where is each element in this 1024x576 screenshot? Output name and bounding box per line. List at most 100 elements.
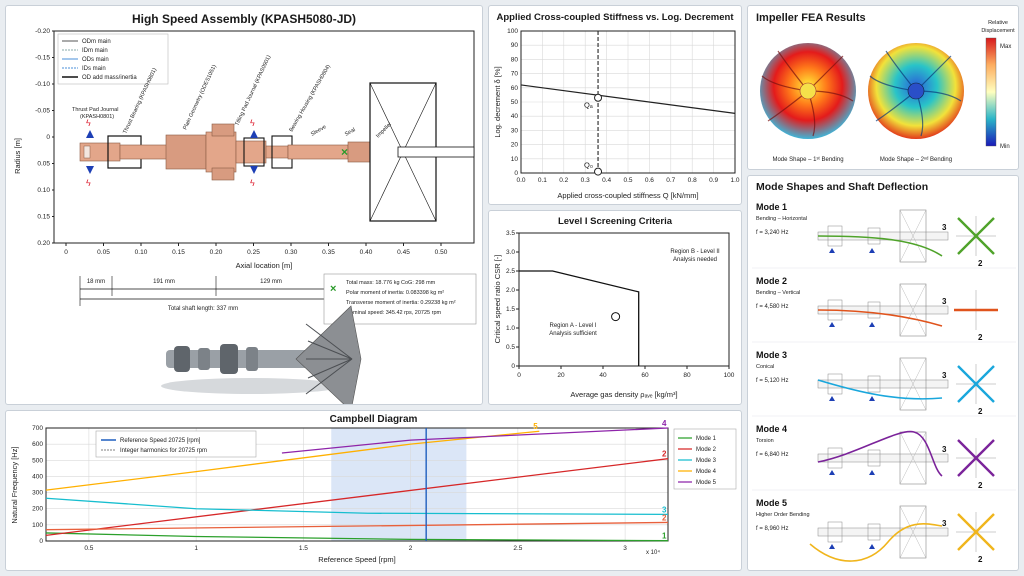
bearing-box: [867, 375, 881, 393]
legend-ref-speed: Reference Speed 20725 [rpm]: [120, 438, 201, 444]
q0-label: Q₀: [584, 161, 593, 170]
axis-2-label: 2: [978, 555, 983, 564]
cg-marker: ×: [341, 145, 348, 159]
bearing-marker: [869, 248, 875, 253]
campbell-legend-ref: Reference Speed 20725 [rpm] Integer harm…: [95, 430, 257, 458]
x-tick-label: 0.9: [709, 177, 718, 184]
x-tick-label: 0.8: [688, 177, 697, 184]
y-tick-label: 100: [32, 522, 43, 529]
x-tick-label: 0.50: [435, 249, 448, 256]
legend-ods: ODs main: [82, 57, 109, 63]
stiffness-xlabel: Applied cross-coupled stiffness Q [kN/mm…: [557, 191, 698, 200]
stiffness-ylabel: Log. decrement δ [%]: [493, 66, 502, 137]
info-speed: Nominal speed: 345.42 rps, 20725 rpm: [346, 310, 442, 316]
campbell-series-label: 4: [662, 419, 667, 428]
colorbar-title: Relative: [988, 20, 1008, 26]
x-tick-label: 0.15: [172, 249, 185, 256]
x-tick-label: 0.0: [516, 177, 525, 184]
q0-marker: [594, 167, 603, 176]
x-tick-label: 0.7: [666, 177, 675, 184]
speed-band: [331, 428, 467, 541]
bearing-marker-2: [86, 166, 94, 174]
y-tick-label: 70: [511, 71, 519, 78]
region-a-line2: Analysis sufficient: [549, 331, 597, 337]
qa-marker: [594, 93, 603, 102]
x-tick-label: 40: [599, 372, 607, 379]
y-tick-label: 60: [511, 85, 519, 92]
screening-title: Level I Screening Criteria: [557, 216, 673, 227]
mode-desc: Higher Order Bending: [756, 512, 810, 518]
fea-caption-1: Mode Shape – 1ˢᵗ Bending: [772, 156, 843, 163]
mode-frequency: f = 5,120 Hz: [756, 378, 789, 384]
cg-icon: ×: [330, 283, 336, 295]
x-tick-label: 1.5: [299, 545, 308, 552]
y-tick-label: 700: [32, 425, 43, 432]
mode-frequency: f = 4,580 Hz: [756, 304, 789, 310]
legend-mode2: Mode 2: [696, 447, 717, 453]
campbell-series-line: [45, 521, 669, 531]
rotor-render: [161, 305, 362, 404]
campbell-ylabel: Natural Frequency [Hz]: [10, 446, 19, 523]
label-impeller: Impeller: [375, 121, 393, 139]
x-tick-label: 0.45: [397, 249, 410, 256]
mode-desc: Bending – Horizontal: [756, 216, 807, 222]
x-tick-label: 2: [409, 545, 413, 552]
y-tick-label: 300: [32, 490, 43, 497]
x-tick-label: 0.5: [84, 545, 93, 552]
x-tick-label: 0.05: [97, 249, 110, 256]
axis-2-label: 2: [978, 407, 983, 416]
fea-svg: Mode Shape – 1ˢᵗ Bending Mode Shape – 2ⁿ…: [760, 20, 1015, 163]
modeshapes-svg: Mode 1 Bending – Horizontal f = 3,240 Hz 3 2…: [752, 202, 1016, 564]
spring-icon: ϟ: [250, 118, 255, 128]
x-tick-label: 0.30: [285, 249, 298, 256]
bearing-marker: [829, 322, 835, 327]
stiffness-title: Applied Cross-coupled Stiffness vs. Log.…: [496, 12, 734, 23]
y-tick-label: 0: [46, 134, 50, 141]
x-tick-label: 0.40: [360, 249, 373, 256]
operating-point: [611, 312, 621, 322]
y-tick-label: 0.10: [37, 187, 50, 194]
spring-icon: ϟ: [86, 178, 91, 188]
dimension-lines: 18 mm 191 mm 129 mm Total shaft length: …: [79, 276, 327, 312]
campbell-xlabel: Reference Speed [rpm]: [318, 555, 396, 564]
info-polar: Polar moment of inertia: 0.083398 kg m²: [346, 290, 444, 296]
campbell-title: Campbell Diagram: [329, 414, 418, 425]
mode-desc: Conical: [756, 364, 774, 370]
qa-label: Qₐ: [584, 101, 593, 110]
assembly-svg: -0.20 -0.15 -0.10 -0.05 0 0.05 0.10 0.15 0.20 0 0…: [13, 28, 477, 404]
stiffness-panel: Applied Cross-coupled Stiffness vs. Log.…: [488, 5, 742, 205]
y-tick-label: 10: [511, 156, 519, 163]
assembly-panel: High Speed Assembly (KPASH5080-JD) -0.20…: [5, 5, 483, 405]
y-tick-label: 500: [32, 457, 43, 464]
campbell-xexp: x 10⁴: [646, 549, 660, 556]
x-tick-label: 0: [517, 372, 521, 379]
stiffness-line: [520, 84, 736, 114]
bearing-marker: [829, 248, 835, 253]
stiffness-svg: 0.0 0.1 0.2 0.3 0.4 0.5 0.6 0.7 0.8 0.9 1.0 0 10 20 30…: [493, 28, 740, 200]
bearing-box: [867, 227, 881, 245]
impeller-box: [899, 209, 927, 263]
x-tick-label: 1.0: [730, 177, 739, 184]
legend-mode5: Mode 5: [696, 480, 717, 486]
modeshapes-panel: Mode Shapes and Shaft Deflection Mode 1 B…: [747, 175, 1019, 571]
x-tick-label: 2.5: [513, 545, 522, 552]
y-tick-label: 40: [511, 113, 519, 120]
y-tick-label: 0: [39, 538, 43, 545]
label-tilting-pad: Tilting Pad Journal (KPAS0901): [234, 54, 272, 127]
info-box: × Total mass: 18.776 kg CoG: 298 mm Pola…: [323, 273, 477, 325]
orbit-line: [957, 513, 995, 551]
axis-3-label: 3: [942, 445, 947, 454]
x-tick-label: 3: [623, 545, 627, 552]
campbell-series-line: [281, 427, 669, 454]
campbell-series-label: 5: [533, 422, 538, 431]
assembly-ylabel: Radius [m]: [13, 138, 22, 174]
assembly-xlabel: Axial location [m]: [236, 261, 293, 270]
assembly-title: High Speed Assembly (KPASH5080-JD): [131, 12, 357, 26]
impeller-diag: [899, 431, 927, 485]
orbit-line: [957, 439, 995, 477]
label-plain-geometry: Plain Geometry (ODES1051): [182, 64, 217, 131]
legend-harmonics: Integer harmonics for 20725 rpm: [120, 448, 207, 454]
colorbar-max: Max: [1000, 44, 1011, 50]
x-tick-label: 1: [194, 545, 198, 552]
mode-name: Mode 2: [756, 276, 787, 286]
